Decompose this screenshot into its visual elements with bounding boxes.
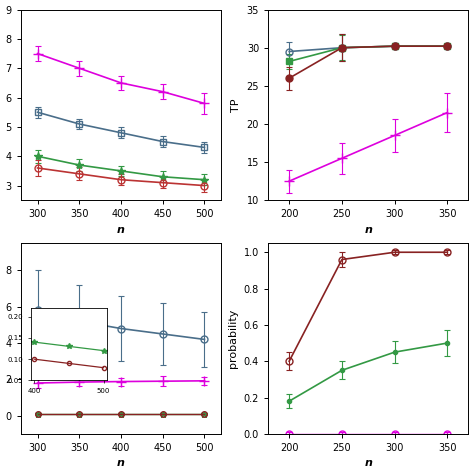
X-axis label: n: n (365, 458, 372, 468)
X-axis label: n: n (117, 225, 125, 235)
X-axis label: n: n (117, 458, 125, 468)
X-axis label: n: n (365, 225, 372, 235)
Y-axis label: probability: probability (228, 309, 238, 368)
Y-axis label: TP: TP (231, 98, 241, 112)
